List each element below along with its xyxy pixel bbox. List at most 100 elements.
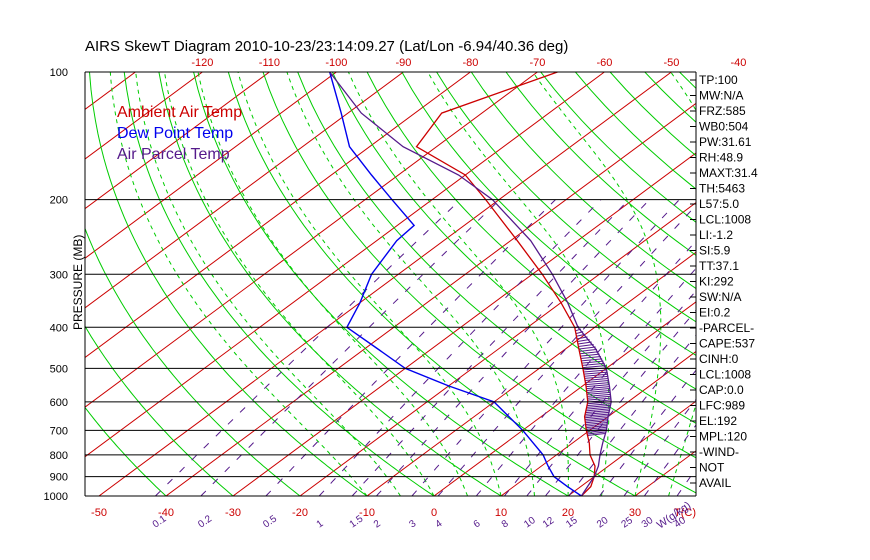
mixing-ratio-label: 2 (372, 518, 383, 530)
dry-adiabat (331, 72, 696, 424)
isotherm-line (433, 301, 696, 496)
moist-adiabat (135, 72, 401, 496)
cape-hatch-line (586, 388, 610, 392)
mixing-ratio-line (265, 199, 556, 496)
index-item: EL:192 (699, 414, 737, 428)
y-axis-label: PRESSURE (MB) (71, 235, 85, 330)
index-item: WB0:504 (699, 120, 749, 134)
index-item: RH:48.9 (699, 151, 743, 165)
cape-hatch-line (582, 362, 605, 366)
dry-adiabat (85, 406, 167, 496)
index-item: NOT (699, 461, 725, 475)
cape-hatch-line (587, 431, 606, 435)
index-item: -WIND- (699, 445, 739, 459)
cape-hatch-line (586, 404, 611, 408)
index-item: FRZ:585 (699, 104, 746, 118)
profile-series (329, 72, 612, 496)
cape-hatch-line (577, 341, 592, 345)
chart-title: AIRS SkewT Diagram 2010-10-23/23:14:09.2… (85, 38, 568, 55)
cape-hatch-line (587, 393, 611, 397)
legend-entry-ambient: Ambient Air Temp (117, 104, 242, 121)
cape-hatch-line (578, 343, 594, 347)
moist-adiabat (164, 72, 435, 496)
dry-adiabat (193, 72, 569, 496)
cape-hatch-line (586, 403, 611, 407)
cape-hatch-line (579, 351, 599, 355)
cape-hatch-line (585, 423, 607, 427)
isotherm-line (567, 400, 696, 496)
index-item: SI:5.9 (699, 244, 731, 258)
index-item: LFC:989 (699, 399, 745, 413)
dry-adiabat (227, 72, 636, 496)
temp-tick-label: -20 (292, 507, 308, 519)
pressure-tick-label: 1000 (44, 491, 68, 503)
moist-adiabat (197, 72, 468, 496)
index-item: TH:5463 (699, 182, 745, 196)
top-temp-tick-label: -50 (663, 57, 679, 69)
cape-hatch-line (584, 413, 609, 417)
temp-tick-label: 30 (629, 507, 641, 519)
mixing-ratio-line (200, 199, 501, 496)
temp-tick-label: 20 (562, 507, 574, 519)
moist-adiabat (532, 72, 662, 496)
mixing-ratio-line (351, 199, 630, 496)
legend-entry-dew: Dew Point Temp (117, 125, 233, 142)
cape-hatch-line (584, 377, 609, 381)
index-item: CINH:0 (699, 352, 739, 366)
dry-adiabat (470, 72, 696, 290)
pressure-tick-label: 400 (50, 322, 68, 334)
index-item: SW:N/A (699, 290, 741, 304)
dry-adiabat (401, 72, 696, 356)
moist-adiabat (347, 72, 569, 496)
moist-adiabat (109, 72, 368, 496)
cape-hatch-line (584, 415, 608, 419)
index-item: CAPE:537 (699, 337, 755, 351)
temp-tick-label: -30 (225, 507, 241, 519)
dry-adiabat (366, 72, 696, 390)
pressure-tick-label: 300 (50, 269, 68, 281)
dry-adiabat (784, 72, 870, 496)
dry-adiabat (85, 227, 301, 496)
temp-tick-label: -10 (359, 507, 375, 519)
cape-hatch (574, 325, 612, 437)
dry-adiabat (436, 72, 696, 323)
pressure-tick-label: 600 (50, 397, 68, 409)
isotherm-line (85, 72, 605, 458)
isotherm-line (165, 102, 696, 496)
top-temp-tick-label: -100 (325, 57, 347, 69)
cape-hatch-line (585, 418, 608, 422)
mixing-ratio-label: 10 (522, 515, 538, 531)
cape-hatch-line (585, 411, 609, 415)
mixing-ratio-label: 30 (640, 515, 656, 531)
index-item: -PARCEL- (699, 321, 754, 335)
isotherm-line (85, 72, 270, 210)
temp-tick-label: -50 (91, 507, 107, 519)
cape-hatch-line (585, 410, 609, 414)
isotherm-line (366, 251, 696, 496)
temp-tick-label: 10 (495, 507, 507, 519)
temp-tick-label: 0 (431, 507, 437, 519)
mixing-ratio-label: 0.2 (196, 513, 214, 530)
mixing-ratio-line (568, 334, 696, 496)
dry-adiabat (818, 72, 870, 496)
index-item: LCL:1008 (699, 368, 751, 382)
legend-entry-parcel: Air Parcel Temp (117, 146, 230, 163)
top-temp-tick-label: -60 (596, 57, 612, 69)
pressure-tick-label: 500 (50, 363, 68, 375)
cape-hatch-line (581, 360, 604, 364)
index-item: LCL:1008 (699, 213, 751, 227)
series-parcel (329, 72, 612, 496)
cape-hatch-line (585, 425, 607, 429)
cape-hatch-line (587, 395, 611, 399)
cape-hatch-line (585, 408, 610, 412)
temp-tick-label: -40 (158, 507, 174, 519)
cape-hatch-line (585, 380, 609, 384)
index-item: AVAIL (699, 476, 732, 490)
mixing-ratio-line (318, 199, 602, 496)
index-item: TP:100 (699, 73, 738, 87)
cape-hatch-line (587, 397, 612, 401)
index-item: MW:N/A (699, 89, 743, 103)
mixing-ratio-label: 4 (434, 518, 445, 530)
isotherm-line (0, 72, 1, 496)
